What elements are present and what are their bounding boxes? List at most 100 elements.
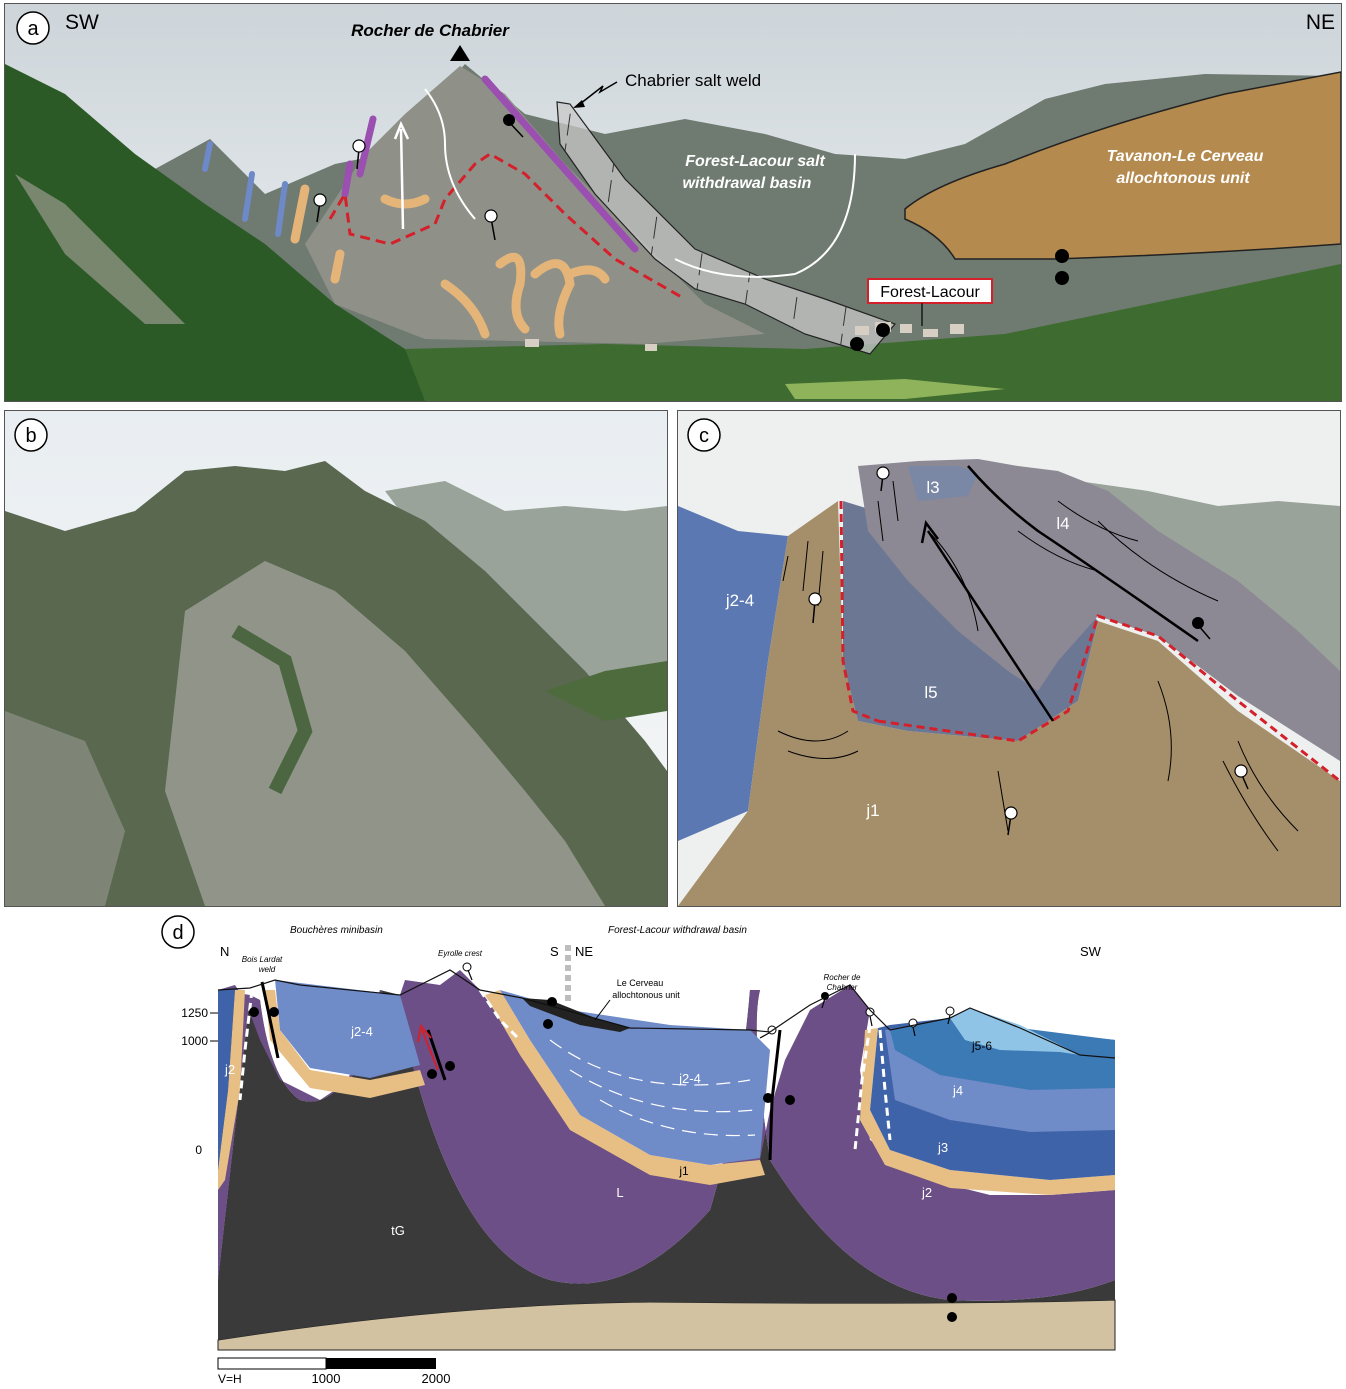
unit-label-j2-4-center: j2-4 (678, 1071, 701, 1086)
scale-bar-black (326, 1358, 436, 1369)
fault-trace (967, 465, 1199, 643)
unit-label-j3: j3 (937, 1140, 948, 1155)
unit-j5-6-area (950, 1008, 1080, 1055)
cerveau-label-2: allochtonous unit (612, 990, 680, 1000)
red-arrow-head (417, 1023, 432, 1043)
valley-floor (405, 264, 1341, 401)
scale-tick-1000: 1000 (312, 1371, 341, 1386)
panel-b-letter-badge: b (14, 418, 48, 452)
unit-label-l3: l3 (926, 478, 939, 497)
section-point-symbols (249, 962, 957, 1322)
unit-label-j5-6: j5-6 (971, 1039, 992, 1053)
unit-label-tG: tG (391, 1223, 405, 1238)
minibasin-label: Bouchères minibasin (290, 925, 383, 936)
weld-label: Chabrier salt weld (625, 71, 761, 90)
panel-d-letter: d (172, 922, 183, 944)
unit-j1-area (678, 501, 1340, 906)
allochthon-label-line1: Tavanon-Le Cerveau (1107, 148, 1264, 165)
bedding-traces (777, 480, 1299, 852)
unit-label-L: L (616, 1185, 623, 1200)
peak-triangle-icon (450, 45, 470, 61)
unit-label-j2-left: j2 (224, 1062, 235, 1077)
panel-c-graphic: j2-4 l3 l4 l5 j1 c (678, 411, 1340, 906)
valley-patch (545, 661, 667, 721)
topography-line (217, 969, 1116, 1059)
scale-bar-white (217, 1357, 327, 1370)
cerveau-pointer (594, 999, 611, 1021)
basin-label-line1: Forest-Lacour salt (685, 153, 825, 170)
flow-arrow-head (393, 120, 410, 140)
village-label: Forest-Lacour (880, 284, 980, 301)
basin-arc (674, 153, 856, 278)
cerveau-allochthon-lens (522, 998, 630, 1032)
center-basin-dashed-layers (549, 1039, 756, 1137)
fold-arrow-head (920, 520, 939, 544)
direction-sw: SW (1080, 944, 1102, 959)
scale-tick-2000: 2000 (422, 1371, 451, 1386)
unit-L-area (218, 970, 1115, 1301)
panel-b-field-photo: b (4, 410, 668, 907)
unit-j2-4-minibasin-area (275, 980, 420, 1078)
allochthon-label-line2: allochtonous unit (1116, 170, 1250, 187)
unit-j1-left (218, 990, 245, 1190)
red-arrow-shaft (421, 1029, 439, 1071)
axial-trace (424, 88, 476, 220)
unit-label-j2-4: j2-4 (725, 591, 754, 610)
scale-note: V=H (218, 1372, 242, 1386)
panel-d-letter-badge: d (161, 915, 195, 949)
unit-label-j2-right: j2 (921, 1185, 932, 1200)
meadow (785, 379, 1005, 399)
panel-c-letter: c (699, 425, 709, 447)
unit-j4-area (890, 1018, 1115, 1090)
unit-tG-area (218, 990, 1115, 1340)
panel-a-graphic: a SW NE Rocher de Chabrier Chabrier salt… (5, 4, 1341, 401)
bois-lardat-label-2: weld (259, 965, 276, 974)
weld-pointer-arrow (579, 81, 618, 105)
panel-b-letter: b (25, 425, 36, 447)
unit-j1-minibasin (265, 990, 425, 1098)
unit-j1-right (860, 1028, 1115, 1195)
weld-pointer-head (573, 100, 585, 108)
unit-j2-4-center-area (500, 990, 770, 1165)
left-forest-slope (5, 64, 465, 401)
eyrolle-label: Eyrolle crest (438, 949, 483, 958)
unit-j1-center (485, 990, 765, 1185)
panel-c-letter-badge: c (687, 418, 721, 452)
basin-label-line2: withdrawal basin (683, 175, 812, 192)
direction-sw: SW (65, 11, 99, 34)
unit-label-j2-4-left: j2-4 (350, 1024, 373, 1039)
rocher-label-1: Rocher de (824, 973, 861, 982)
panel-b-graphic: b (5, 411, 667, 906)
unit-label-l4: l4 (1056, 514, 1069, 533)
elevation-1250: 1250 (181, 1006, 208, 1020)
direction-ne: NE (575, 944, 593, 959)
dip-symbols (313, 114, 524, 241)
fold-arrow-shaft (926, 530, 1055, 722)
weld-trace-red (328, 152, 686, 301)
unit-label-j1: j1 (865, 801, 879, 820)
weld-dots (850, 249, 1069, 351)
unit-l4-area (858, 459, 1340, 761)
bois-lardat-label-1: Bois Lardat (242, 955, 283, 964)
panel-a-field-photo: a SW NE Rocher de Chabrier Chabrier salt… (4, 3, 1342, 402)
unit-label-j1: j1 (678, 1164, 689, 1178)
distant-range (385, 481, 667, 701)
withdrawal-basin-label: Forest-Lacour withdrawal basin (608, 925, 747, 936)
blue-beds (202, 141, 288, 237)
rocher-label-2: Chabrier (827, 983, 858, 992)
direction-s: S (550, 944, 559, 959)
folded-beds (290, 184, 610, 339)
unit-l3-area (908, 466, 978, 501)
peak-label: Rocher de Chabrier (351, 21, 510, 40)
panel-c-dip-symbols (808, 466, 1249, 836)
direction-ne: NE (1306, 11, 1335, 34)
weld-right-red (877, 614, 1340, 783)
scree-left (15, 174, 185, 324)
unit-j2-4-area (678, 506, 788, 841)
panel-a-letter: a (27, 18, 39, 40)
flow-arrow (399, 128, 405, 230)
scree-slope (5, 711, 125, 906)
unit-label-l5: l5 (924, 683, 937, 702)
panel-c-interpreted-photo: j2-4 l3 l4 l5 j1 c (677, 410, 1341, 907)
direction-n: N (220, 944, 229, 959)
